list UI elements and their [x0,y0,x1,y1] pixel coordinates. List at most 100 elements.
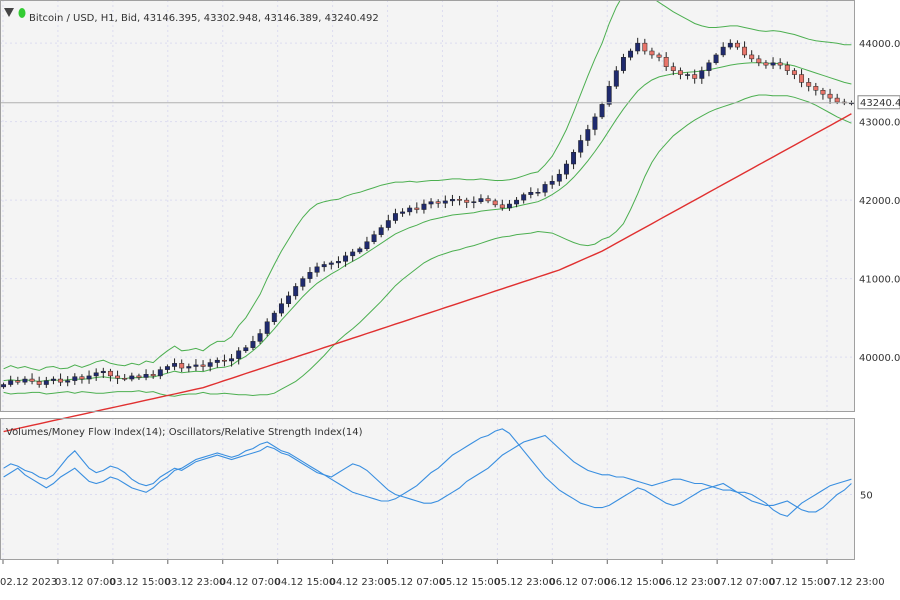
time-tick-label: 04.12 07:00 [220,577,281,588]
price-tick-label: 42000.000 [859,196,900,207]
price-axis: 40000.000 41000.000 42000.000 43000.000 4400… [859,39,900,364]
bullish-candle [100,367,106,379]
bearish-candle [763,60,769,69]
bullish-candle [271,310,277,325]
time-tick-label: 06.12 23:00 [659,577,720,588]
bullish-candle [300,276,306,291]
bearish-candle [499,199,505,211]
bullish-candle [293,283,299,300]
bearish-candle [827,88,833,104]
bullish-candle [592,113,598,136]
bullish-candle [214,357,220,368]
bullish-candle [585,124,591,147]
time-tick-label: 05.12 15:00 [439,577,500,588]
bullish-candle [186,363,192,373]
bearish-candle [107,368,113,382]
bearish-candle [58,373,64,387]
time-tick-label: 05.12 07:00 [385,577,446,588]
money-flow-index-line [3,434,852,517]
bearish-candle [15,376,21,385]
bullish-candle [86,370,92,384]
bearish-candle [79,374,85,384]
bullish-candle [449,194,455,206]
oscillator-panel-border [0,418,855,560]
bullish-candle [578,134,584,158]
bullish-candle [193,359,199,371]
bullish-candle [699,66,705,84]
bearish-candle [670,62,676,76]
oscillator-panel-background [0,418,855,560]
time-tick-label: 07.12 15:00 [769,577,830,588]
bullish-candle [164,364,170,374]
time-axis-background [0,560,855,600]
current-price-label: 43240.492 [860,98,900,109]
bollinger-upper-line [3,0,852,371]
bearish-candle [29,373,35,385]
bearish-candle [784,61,790,75]
time-tick-label: 03.12 15:00 [110,577,171,588]
bearish-candle [777,58,783,70]
bearish-candle [485,195,491,204]
bearish-candle [457,195,463,206]
price-tick-label: 40000.000 [859,353,900,364]
bullish-candle [770,57,776,69]
time-tick-label: 07.12 23:00 [824,577,885,588]
bullish-candle [350,248,356,262]
price-tick-label: 43000.000 [859,118,900,129]
bullish-candle [521,192,527,204]
bullish-candle [22,376,28,385]
bearish-candle [756,55,762,67]
triangle-down-icon[interactable] [4,8,14,17]
bearish-candle [122,374,128,382]
bullish-candle [93,368,99,381]
bullish-candle [321,261,327,272]
bullish-candle [713,52,719,65]
bullish-candle [250,335,256,351]
bullish-candle [620,53,626,74]
bullish-candle [549,175,555,189]
bullish-candle [535,188,541,197]
oscillator-axis: 50 [860,490,873,501]
chart-title: Bitcoin / USD, H1, Bid, 43146.395, 43302… [29,13,379,24]
bearish-candle [677,67,683,80]
bullish-candle [571,149,577,170]
price-panel-border [0,0,855,412]
bearish-candle [150,370,156,379]
moving-average [3,113,852,433]
bullish-candle [278,298,284,317]
bearish-candle [136,373,142,380]
bearish-candle [492,198,498,208]
bullish-candle [471,196,477,209]
bullish-candle [157,366,163,380]
bearish-candle [734,40,740,50]
bearish-candle [799,69,805,88]
time-tick-label: 06.12 07:00 [549,577,610,588]
bullish-candle [357,246,363,254]
bullish-candle [172,358,178,371]
bullish-candle [542,181,548,197]
current-price-tag: 43240.492 [857,95,900,110]
bearish-candle [656,52,662,62]
bullish-candle [720,42,726,58]
bullish-candle [599,101,605,120]
bullish-candle [635,37,641,55]
bullish-candle [528,187,534,199]
symbol-header[interactable]: Bitcoin / USD, H1, Bid, 43146.395, 43302… [4,8,379,24]
bearish-candle [115,370,121,384]
oscillator-grid [0,418,855,560]
bollinger-lower-line [3,94,852,397]
bullish-candle [392,208,398,224]
bullish-candle [706,59,712,77]
bearish-candle [749,50,755,62]
bullish-candle [286,291,292,308]
bearish-candle [435,199,441,208]
bullish-candle [328,260,334,270]
oscillator-tick-label: 50 [860,490,873,501]
bullish-candle [514,197,520,208]
time-tick-label: 03.12 07:00 [55,577,116,588]
bullish-candle [8,375,14,387]
bearish-candle [791,68,797,80]
relative-strength-index-line [3,428,852,513]
time-tick-label: 06.12 15:00 [604,577,665,588]
